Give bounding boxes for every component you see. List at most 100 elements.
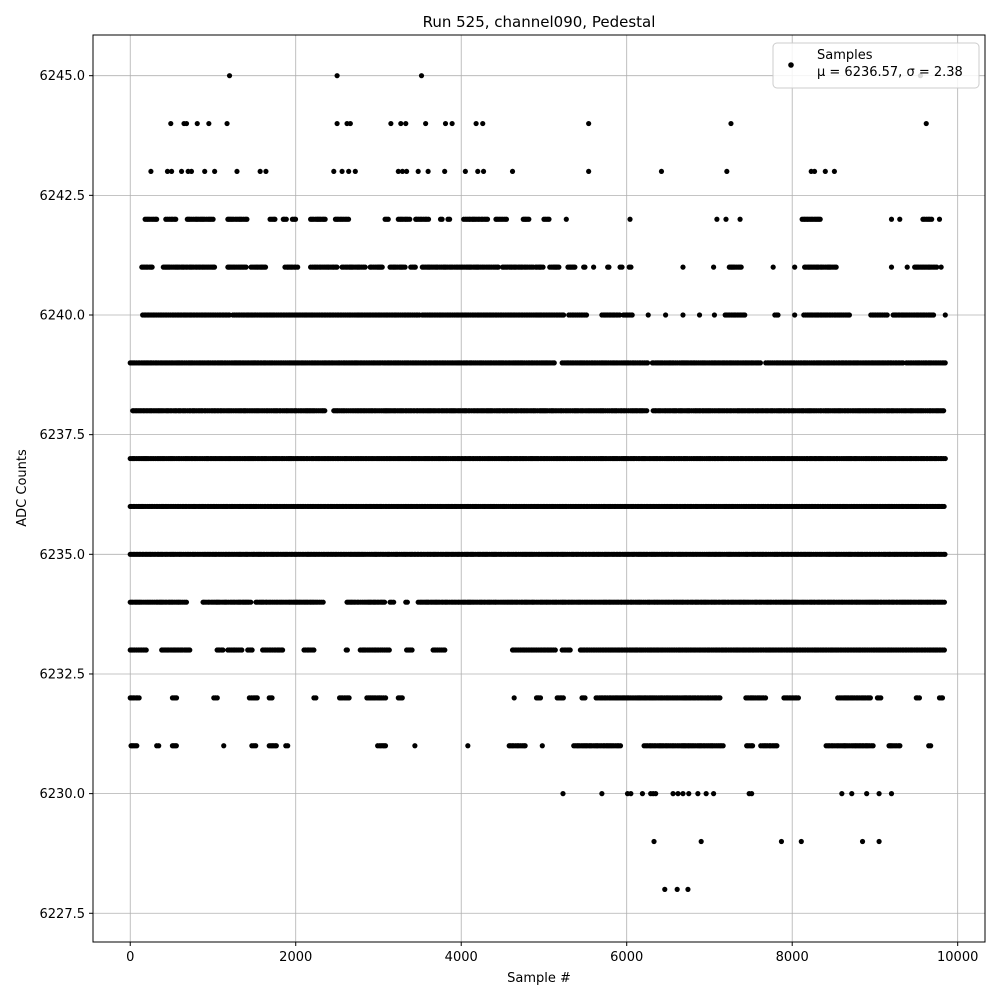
data-point: [173, 216, 179, 222]
data-point: [888, 216, 895, 222]
x-tick-label: 2000: [279, 950, 312, 965]
data-point: [680, 264, 686, 270]
data-point: [156, 743, 162, 749]
data-point: [539, 743, 545, 749]
data-point: [817, 216, 823, 222]
data-point: [540, 264, 546, 270]
data-point: [686, 791, 692, 797]
data-point: [651, 838, 657, 845]
data-point: [792, 312, 798, 318]
data-point: [628, 791, 634, 797]
data-point: [412, 264, 418, 270]
data-point: [778, 838, 785, 845]
data-point: [272, 216, 278, 222]
data-point: [322, 408, 328, 414]
data-point: [484, 216, 491, 222]
data-point: [334, 73, 340, 79]
data-point: [695, 791, 701, 797]
data-point: [334, 120, 340, 127]
data-point: [386, 647, 392, 653]
data-point: [154, 216, 160, 222]
data-point: [662, 886, 668, 892]
data-point: [723, 216, 729, 222]
data-point: [418, 73, 425, 79]
data-point: [269, 695, 275, 701]
data-point: [194, 120, 200, 127]
y-tick-label: 6227.5: [40, 907, 86, 922]
data-point: [586, 120, 592, 127]
data-point: [383, 695, 389, 701]
data-point: [202, 168, 208, 175]
data-point: [864, 791, 870, 797]
x-axis-ticks: 0 2000 4000 6000 8000 10000: [126, 942, 978, 965]
data-point: [572, 264, 578, 270]
data-point: [833, 264, 839, 270]
data-point: [212, 168, 218, 175]
data-point: [178, 168, 185, 175]
data-point: [878, 695, 884, 701]
data-point: [347, 120, 353, 127]
data-point: [183, 120, 190, 127]
data-point: [599, 791, 605, 797]
data-point: [930, 312, 937, 318]
data-point: [770, 264, 776, 270]
data-point: [382, 743, 389, 749]
data-point: [503, 216, 510, 222]
data-point: [143, 647, 149, 653]
data-point: [423, 120, 429, 127]
x-tick-label: 4000: [445, 950, 478, 965]
data-point: [698, 838, 704, 845]
data-point: [728, 120, 734, 127]
data-point: [322, 216, 328, 222]
data-point: [897, 216, 903, 222]
data-point: [561, 312, 567, 318]
data-point: [629, 312, 635, 318]
data-point: [811, 168, 818, 175]
data-point: [551, 360, 557, 366]
data-point: [876, 838, 882, 845]
data-point: [509, 168, 516, 175]
data-point: [404, 599, 410, 605]
data-point: [379, 264, 385, 270]
data-point: [292, 216, 299, 222]
data-point: [567, 647, 573, 653]
data-point: [795, 695, 802, 701]
data-point: [839, 791, 845, 797]
data-point: [148, 168, 154, 175]
data-point: [939, 695, 946, 701]
data-point: [546, 216, 552, 222]
data-point: [710, 264, 717, 270]
y-axis-ticks: 6227.56230.06232.56235.06237.56240.06242…: [40, 69, 93, 922]
data-point: [149, 264, 155, 270]
plot-frame: [92, 34, 986, 943]
data-point: [407, 216, 413, 222]
data-point: [556, 264, 562, 270]
data-point: [221, 743, 227, 749]
data-point: [206, 120, 212, 127]
data-point: [870, 743, 876, 749]
data-point: [904, 264, 910, 270]
data-point: [381, 599, 388, 605]
legend-box: [772, 42, 980, 89]
data-point: [703, 791, 709, 797]
data-point: [311, 647, 317, 653]
y-tick-label: 6237.5: [40, 428, 86, 443]
data-point: [339, 168, 345, 175]
data-point: [522, 743, 528, 749]
data-point: [724, 168, 730, 175]
data-point: [352, 168, 358, 175]
data-point: [211, 264, 218, 270]
data-point: [442, 647, 448, 653]
data-point: [295, 264, 301, 270]
data-point: [442, 120, 449, 127]
data-point: [465, 743, 471, 749]
data-point: [280, 647, 286, 653]
data-point: [711, 312, 718, 318]
data-point: [653, 791, 659, 797]
data-point: [412, 743, 418, 749]
x-tick-label: 0: [126, 950, 134, 965]
data-point: [224, 120, 230, 127]
data-point: [210, 216, 216, 222]
data-point: [263, 168, 269, 175]
data-point: [938, 264, 944, 270]
